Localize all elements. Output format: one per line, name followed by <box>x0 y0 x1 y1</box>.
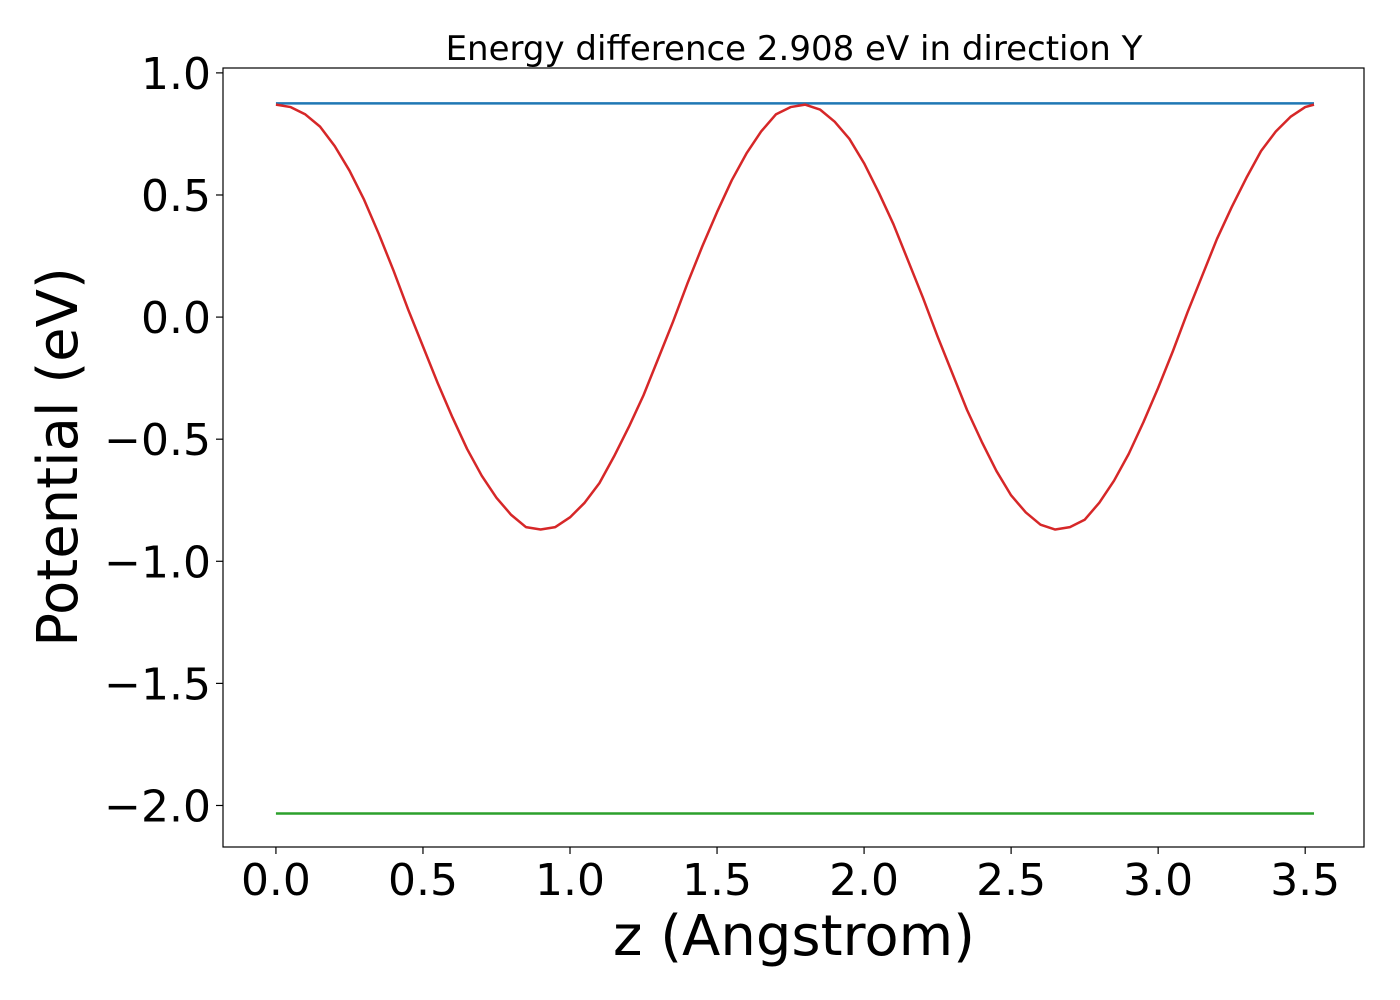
x-tick-label: 3.0 <box>1123 855 1193 906</box>
x-tick-label: 0.0 <box>241 855 311 906</box>
y-tick-label: −2.0 <box>104 781 211 832</box>
x-tick-label: 2.0 <box>829 855 899 906</box>
series-layer <box>275 102 1315 815</box>
chart-title: Energy difference 2.908 eV in direction … <box>446 29 1143 69</box>
x-tick-label: 1.0 <box>535 855 605 906</box>
y-tick-label: 1.0 <box>141 49 211 100</box>
y-axis-title: Potential (eV) <box>26 267 91 647</box>
y-tick-label: −1.5 <box>104 659 211 710</box>
y-tick-label: −1.0 <box>104 537 211 588</box>
x-tick-label: 3.5 <box>1270 855 1340 906</box>
plot-area-frame <box>222 67 1365 848</box>
x-axis-title: z (Angstrom) <box>613 904 975 969</box>
series-line-2 <box>275 103 1315 531</box>
y-axis: 1.0 0.5 0.0 −0.5 −1.0 −1.5 −2.0 <box>104 49 223 832</box>
x-axis: 0.0 0.5 1.0 1.5 2.0 2.5 3.0 3.5 <box>241 847 1340 906</box>
x-tick-label: 1.5 <box>682 855 752 906</box>
x-tick-label: 2.5 <box>976 855 1046 906</box>
y-tick-label: −0.5 <box>104 415 211 466</box>
x-tick-label: 0.5 <box>388 855 458 906</box>
y-tick-label: 0.0 <box>141 293 211 344</box>
y-tick-label: 0.5 <box>141 171 211 222</box>
